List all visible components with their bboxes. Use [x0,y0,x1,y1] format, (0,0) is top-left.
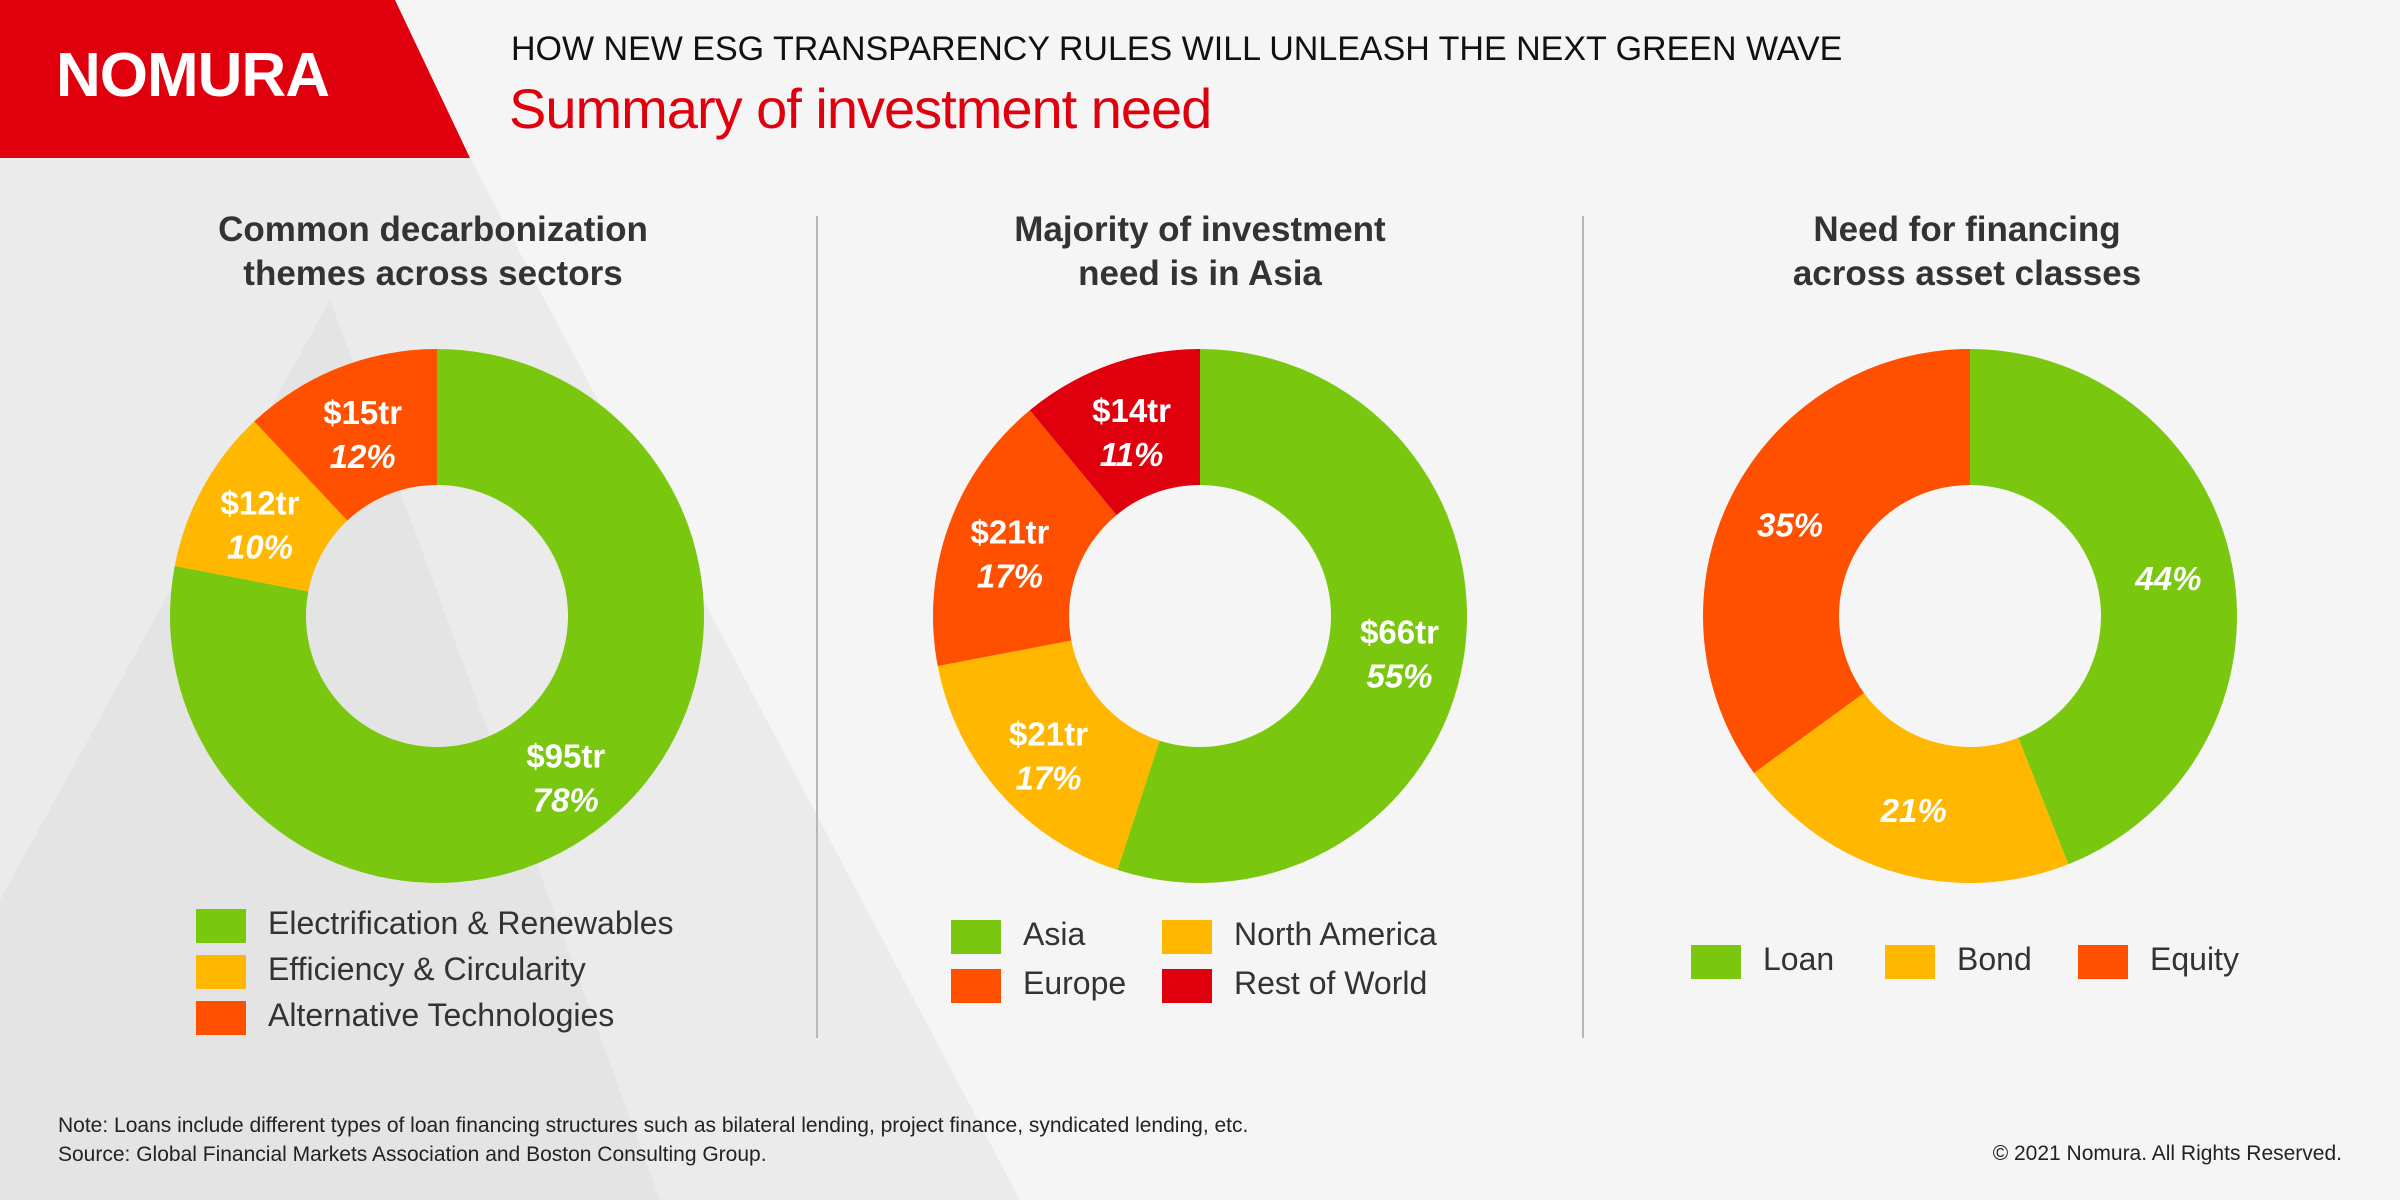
slice-value-label: $66tr [1360,614,1439,651]
legend-label: Bond [1957,941,2032,977]
logo-banner [0,0,470,158]
chart1-title-line1: Common decarbonization [218,210,648,249]
legend-swatch-yellow [196,955,246,989]
donut-slice [169,349,704,883]
legend-swatch-orange [2078,945,2128,979]
legend-swatch-green [1691,945,1741,979]
legend-label: Equity [2150,941,2239,977]
chart2-title-line1: Majority of investment [1014,210,1386,249]
legend-swatch-yellow [1162,920,1212,954]
chart2-title: Majority of investment need is in Asia [900,208,1500,296]
donut-slice [174,421,348,592]
legend-label: Loan [1763,941,1835,977]
headline: HOW NEW ESG TRANSPARENCY RULES WILL UNLE… [511,30,1843,68]
legend-swatch-green [196,909,246,943]
chart3-title: Need for financing across asset classes [1667,208,2267,296]
slice-percent-label: 78% [533,782,599,819]
legend-swatch-red [1162,969,1212,1003]
copyright: © 2021 Nomura. All Rights Reserved. [1992,1142,2342,1165]
slice-value-label: $21tr [1009,716,1088,753]
slice-percent-label: 35% [1757,506,1823,543]
legend-label: North America [1234,916,1437,952]
slice-value-label: $12tr [221,485,300,522]
slice-percent-label: 21% [1880,792,1947,829]
slice-percent-label: 17% [1015,760,1081,797]
donut-slice [933,410,1117,667]
chart1-title: Common decarbonization themes across sec… [133,208,733,296]
legend-label: Electrification & Renewables [268,905,674,941]
legend-swatch-yellow [1885,945,1935,979]
slice-percent-label: 10% [227,529,293,566]
donut-slice [1029,349,1200,516]
legend-label: Efficiency & Circularity [268,951,586,987]
legend-label: Europe [1023,965,1127,1001]
chart2-title-line2: need is in Asia [1078,254,1322,293]
slice-value-label: $14tr [1092,392,1171,429]
chart3-title-line1: Need for financing [1813,210,2121,249]
legend-label: Alternative Technologies [268,997,615,1033]
nomura-logo[interactable]: NOMURA [56,41,330,110]
footnote-source: Source: Global Financial Markets Associa… [58,1143,767,1166]
legend-swatch-green [951,920,1001,954]
slice-percent-label: 11% [1100,436,1164,473]
legend-label: Asia [1023,916,1086,952]
slice-percent-label: 12% [330,438,396,475]
divider-2 [1582,216,1584,1038]
page-subtitle: Summary of investment need [509,77,1212,140]
slice-percent-label: 17% [977,558,1043,595]
donut-slice [254,349,437,521]
donut-slice [1753,692,2069,883]
slice-value-label: $95tr [526,738,605,775]
slice-percent-label: 55% [1366,658,1432,695]
legend-swatch-orange [951,969,1001,1003]
donut-slice [1117,349,1468,883]
slice-value-label: $15tr [323,394,402,431]
donut-slice [1970,349,2237,865]
donut-slice [937,640,1160,870]
slice-value-label: $21tr [970,514,1049,551]
divider-1 [816,216,818,1038]
legend-swatch-orange [196,1001,246,1035]
chart1-title-line2: themes across sectors [243,254,623,293]
slice-percent-label: 44% [2134,560,2201,597]
donut-slice [1702,349,1970,773]
footnote-note: Note: Loans include different types of l… [58,1114,1249,1137]
chart3-title-line2: across asset classes [1792,254,2142,293]
legend-label: Rest of World [1234,965,1428,1001]
